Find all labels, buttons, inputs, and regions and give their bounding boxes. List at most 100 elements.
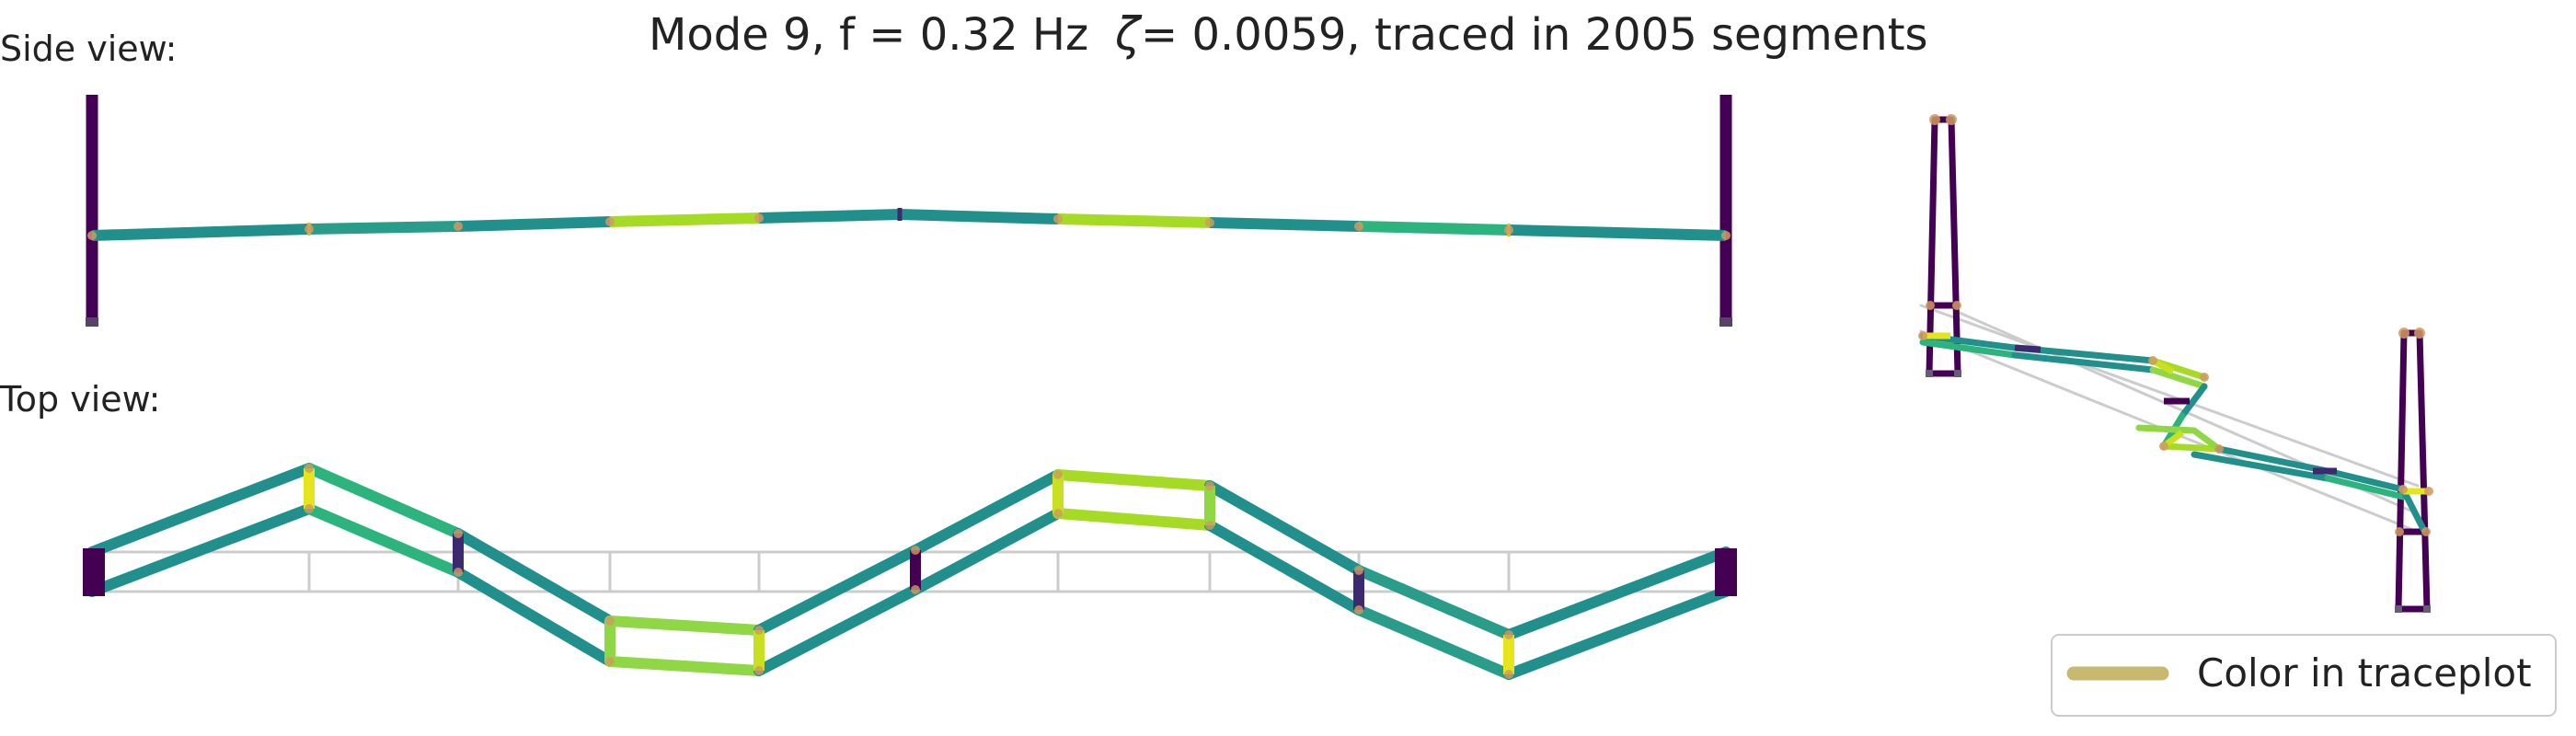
side-deck-segment — [1057, 213, 1211, 228]
iso-node — [1946, 114, 1957, 125]
title-zeta-symbol: ζ — [1114, 7, 1143, 61]
lower-chord-segment — [910, 508, 1064, 595]
iso-node — [2398, 328, 2409, 339]
side-deck-segment — [457, 216, 611, 232]
lower-chord-segment — [304, 503, 464, 578]
side-node — [1504, 225, 1513, 235]
top-node — [1354, 566, 1363, 575]
iso-deck-segment — [2179, 383, 2208, 420]
side-node — [1721, 231, 1731, 240]
iso-node — [2424, 487, 2433, 496]
upper-chord-segment — [1204, 480, 1364, 576]
iso-tower-leg — [1948, 116, 1961, 377]
iso-deck-segment — [2324, 467, 2407, 493]
iso-tower-leg — [2395, 329, 2408, 613]
iso-node — [1929, 114, 1940, 125]
upper-chord-segment — [910, 469, 1064, 556]
upper-chord-segment — [1353, 565, 1514, 640]
top-node — [911, 585, 920, 594]
side-node — [605, 217, 615, 226]
iso-tower-base — [1954, 370, 1961, 377]
iso-deck-segment — [1919, 339, 2018, 359]
top-node — [1504, 630, 1513, 639]
side-deck-segment — [91, 224, 310, 241]
top-tower-right — [1715, 548, 1737, 596]
side-nodes — [87, 213, 1731, 240]
top-view-label: Top view: — [0, 379, 160, 420]
lower-chord-segment — [86, 503, 315, 597]
iso-node — [2159, 442, 2168, 451]
top-node — [754, 626, 764, 635]
side-deck-segment — [1358, 221, 1510, 236]
upper-chord-segment — [86, 463, 315, 558]
iso-deck-segment — [2135, 424, 2198, 434]
top-node — [605, 657, 615, 666]
iso-node — [2148, 356, 2157, 365]
legend: Color in traceplot — [2051, 634, 2557, 717]
iso-node — [2398, 485, 2408, 494]
top-node — [1053, 470, 1063, 479]
side-node — [754, 213, 764, 223]
top-node — [754, 666, 764, 675]
side-tower-left-base — [86, 317, 98, 327]
side-node — [1354, 222, 1363, 231]
side-view-plot — [86, 95, 1732, 327]
top-nodes — [305, 464, 1513, 679]
iso-deck-segment — [2191, 451, 2331, 482]
iso-deck-segment — [2215, 445, 2331, 475]
side-deck-segment — [609, 213, 760, 227]
upper-chord-segment — [753, 545, 921, 636]
iso-deck-segment — [2011, 351, 2156, 374]
title-damping-segments: = 0.0059, traced in 2005 segments — [1141, 9, 1928, 61]
iso-tower-bases — [1926, 370, 2431, 613]
side-node — [1053, 214, 1063, 224]
iso-ghost-chord — [1919, 304, 2420, 488]
top-node — [305, 504, 314, 513]
lower-chord-segment — [453, 567, 615, 667]
iso-tower-base — [2423, 605, 2431, 613]
top-node — [1354, 605, 1363, 615]
iso-tower-base — [2395, 605, 2402, 613]
iso-view-plot — [1918, 114, 2433, 613]
side-node — [305, 224, 314, 234]
side-node — [87, 231, 97, 240]
iso-deck-segment — [2399, 486, 2427, 533]
upper-chord-segment — [453, 528, 615, 627]
lower-chord-segment — [753, 584, 921, 676]
top-node — [454, 568, 463, 577]
top-tower-left — [83, 548, 105, 596]
side-node — [454, 222, 463, 231]
iso-cross-member — [2014, 344, 2041, 353]
top-node — [1053, 509, 1063, 518]
iso-node — [2200, 373, 2209, 382]
iso-undeformed-reference — [1919, 304, 2420, 534]
legend-label: Color in traceplot — [2197, 650, 2532, 696]
iso-deck-segment — [2191, 427, 2223, 453]
iso-deck — [1919, 332, 2427, 533]
top-node — [1205, 521, 1214, 530]
lower-chord-segment — [1052, 508, 1215, 531]
iso-node — [2414, 328, 2425, 339]
side-tower-right-base — [1719, 317, 1732, 327]
iso-node — [2214, 444, 2224, 454]
top-upper-chord — [86, 463, 1731, 640]
side-deck-segment — [1209, 217, 1360, 232]
lower-chord-segment — [1353, 604, 1514, 680]
top-node — [305, 464, 314, 473]
figure-title: Mode 9, f = 0.32 Hz ζ = 0.0059, traced i… — [649, 7, 1928, 61]
iso-node — [2421, 527, 2431, 536]
upper-chord-segment — [604, 615, 765, 636]
top-node — [605, 616, 615, 626]
top-node — [911, 546, 920, 555]
iso-tower-right — [2395, 329, 2431, 613]
title-mode-frequency: Mode 9, f = 0.32 Hz — [649, 9, 1088, 61]
iso-tower-base — [1926, 370, 1933, 377]
iso-tower-leg — [2416, 329, 2431, 613]
top-node — [1205, 481, 1214, 490]
side-deck-segment — [1508, 224, 1727, 241]
top-view-plot — [83, 463, 1737, 680]
iso-node — [2395, 527, 2404, 536]
top-node — [454, 529, 463, 538]
top-cross-members — [304, 468, 1514, 674]
lower-chord-segment — [1204, 520, 1364, 615]
